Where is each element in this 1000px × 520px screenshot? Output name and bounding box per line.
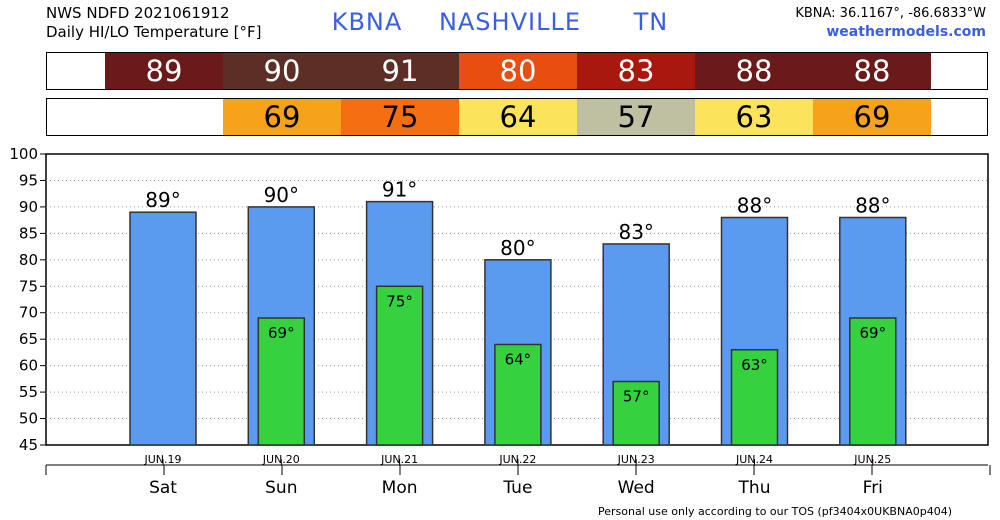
hi-bar-label-4: 83° <box>618 220 653 244</box>
lo-bar-label-2: 75° <box>386 292 413 310</box>
hi-bar-label-5: 88° <box>737 193 772 217</box>
y-tick-label: 65 <box>19 330 38 348</box>
station-city: NASHVILLE <box>438 8 581 36</box>
lo-bar-label-4: 57° <box>623 388 650 406</box>
y-tick-label: 95 <box>19 171 38 189</box>
hi_strip-cell-3: 80 <box>459 53 577 89</box>
hi-temp-strip: 89 90 91 80 83 88 88 <box>46 52 988 90</box>
header-right: KBNA: 36.1167°, -86.6833°W weathermodels… <box>795 4 986 42</box>
lo-bar-2 <box>375 285 424 446</box>
date-label-4: JUN.23 <box>617 453 655 466</box>
model-run-label: NWS NDFD 2021061912 <box>46 4 230 22</box>
header-left: NWS NDFD 2021061912 Daily HI/LO Temperat… <box>46 4 262 42</box>
lo-temp-strip: 69 75 64 57 63 69 <box>46 98 988 136</box>
date-label-6: JUN.25 <box>853 453 891 466</box>
lo-bar-label-5: 63° <box>741 356 768 374</box>
y-tick-label: 55 <box>19 383 38 401</box>
day-label-6: Fri <box>863 478 883 498</box>
y-tick-label: 90 <box>19 198 38 216</box>
day-label-5: Thu <box>738 478 771 498</box>
y-tick-label: 100 <box>9 145 38 163</box>
hi_strip-cell-0: 89 <box>105 53 223 89</box>
day-label-1: Sun <box>265 478 297 498</box>
lo-bar-label-6: 69° <box>860 324 887 342</box>
product-label: Daily HI/LO Temperature [°F] <box>46 23 262 41</box>
lo_strip-cell-5: 63 <box>695 99 813 135</box>
y-tick-label: 45 <box>19 436 38 454</box>
lo-bar-4 <box>612 380 660 446</box>
lo_strip-cell-2: 75 <box>341 99 459 135</box>
day-label-2: Mon <box>382 478 418 498</box>
hi-bar-label-2: 91° <box>382 178 417 202</box>
date-label-0: JUN.19 <box>143 453 181 466</box>
y-tick-label: 75 <box>19 277 38 295</box>
lo-bar-label-3: 64° <box>505 350 532 368</box>
station-id: KBNA <box>331 8 403 36</box>
lo-bar-label-1: 69° <box>268 324 295 342</box>
hi_strip-cell-5: 88 <box>695 53 813 89</box>
date-label-2: JUN.21 <box>380 453 418 466</box>
coords-label: KBNA: 36.1167°, -86.6833°W <box>795 6 986 21</box>
hi_strip-cell-6: 88 <box>813 53 931 89</box>
hi-bar-label-1: 90° <box>264 183 299 207</box>
hi_strip-cell-2: 91 <box>341 53 459 89</box>
y-tick-label: 70 <box>19 304 38 322</box>
hi-bar-label-0: 89° <box>145 188 180 212</box>
lo_strip-cell-1: 69 <box>223 99 341 135</box>
lo-bar-6 <box>849 317 897 446</box>
date-label-1: JUN.20 <box>262 453 300 466</box>
day-label-0: Sat <box>149 478 177 498</box>
hi_strip-cell-1: 90 <box>223 53 341 89</box>
station-title: KBNA NASHVILLE TN <box>0 8 1000 36</box>
tos-footer: Personal use only according to our TOS (… <box>598 505 952 518</box>
lo-bar-1 <box>257 317 306 446</box>
day-label-3: Tue <box>502 478 532 498</box>
lo_strip-cell-3: 64 <box>459 99 577 135</box>
y-tick-label: 80 <box>19 251 38 269</box>
lo_strip-cell-0 <box>105 99 223 135</box>
site-link[interactable]: weathermodels.com <box>826 24 986 40</box>
lo-bar-3 <box>494 343 542 446</box>
y-tick-label: 50 <box>19 410 38 428</box>
hi-bar-label-6: 88° <box>855 193 890 217</box>
date-label-5: JUN.24 <box>735 453 773 466</box>
lo_strip-cell-4: 57 <box>577 99 695 135</box>
lo_strip-cell-6: 69 <box>813 99 931 135</box>
station-state: TN <box>633 8 669 36</box>
lo-bar-5 <box>730 349 779 446</box>
y-tick-label: 60 <box>19 357 38 375</box>
hi-bar-label-3: 80° <box>500 236 535 260</box>
day-label-4: Wed <box>618 478 655 498</box>
date-label-3: JUN.22 <box>498 453 536 466</box>
hi-bar-0 <box>129 211 197 446</box>
y-tick-label: 85 <box>19 224 38 242</box>
hi_strip-cell-4: 83 <box>577 53 695 89</box>
